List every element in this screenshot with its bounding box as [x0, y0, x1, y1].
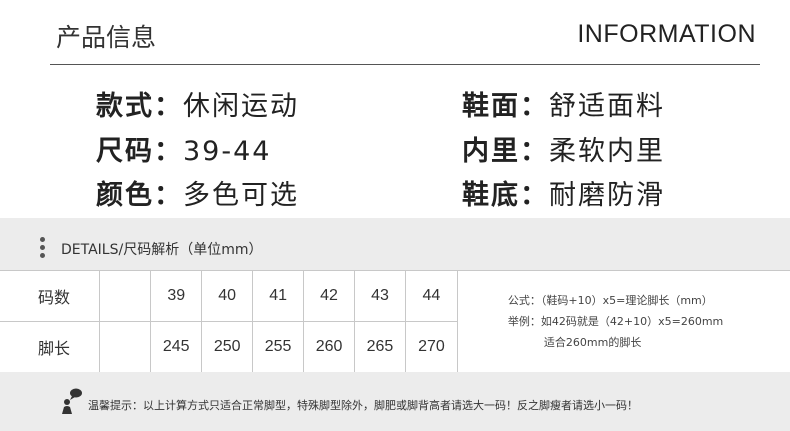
person-speech-icon: [62, 388, 82, 414]
size-cell: 44: [404, 270, 458, 322]
formula-note: 公式：（鞋码+10）x5=理论脚长（mm） 举例：如42码就是（42+10）x5…: [456, 270, 790, 373]
length-cell: 245: [150, 321, 203, 373]
page-title: 产品信息: [56, 23, 157, 52]
formula-text: 公式：（鞋码+10）x5=理论脚长（mm）: [507, 294, 713, 307]
length-cell: 255: [252, 321, 305, 373]
row-label: 脚长: [0, 321, 101, 373]
spec-upper: 鞋面：舒适面料: [462, 84, 665, 123]
length-cell: 260: [303, 321, 356, 373]
details-band: [0, 218, 790, 270]
spec-value: 休闲运动: [183, 91, 299, 122]
size-cell: 41: [252, 270, 305, 322]
spec-value: 柔软内里: [549, 136, 665, 167]
length-cell: 265: [354, 321, 406, 373]
vertical-dots-icon: [40, 237, 45, 261]
tip-band: [0, 372, 790, 431]
spec-label: 内里：: [462, 136, 549, 167]
size-cell: 43: [354, 270, 406, 322]
spec-color: 颜色：多色可选: [96, 173, 299, 212]
spec-style: 款式：休闲运动: [96, 84, 299, 123]
spec-label: 颜色：: [96, 180, 183, 211]
spec-label: 鞋底：: [462, 180, 549, 211]
size-cell: 39: [150, 270, 203, 322]
spec-lining: 内里：柔软内里: [462, 129, 665, 168]
spec-label: 款式：: [96, 91, 183, 122]
size-cell: 42: [303, 270, 356, 322]
example-text: 举例：如42码就是（42+10）x5=260mm: [507, 315, 724, 328]
divider: [50, 64, 760, 65]
length-cell: 270: [404, 321, 458, 373]
spec-label: 鞋面：: [462, 91, 549, 122]
spec-size: 尺码：39-44: [96, 129, 271, 168]
row-label: 码数: [0, 270, 101, 322]
spec-value: 耐磨防滑: [549, 180, 665, 211]
spec-value: 多色可选: [183, 180, 299, 211]
length-cell: 250: [201, 321, 254, 373]
page-title-en: INFORMATION: [577, 20, 756, 48]
details-heading: DETAILS/尺码解析（单位mm）: [61, 242, 263, 258]
size-table: 码数 39 40 41 42 43 44 公式：（鞋码+10）x5=理论脚长（m…: [0, 270, 790, 373]
spec-value: 39-44: [183, 136, 272, 167]
spec-value: 舒适面料: [549, 91, 665, 122]
tip-text: 温馨提示：以上计算方式只适合正常脚型，特殊脚型除外，脚肥或脚背高者请选大一码！反…: [88, 399, 638, 412]
size-cell: 40: [201, 270, 254, 322]
example-text-2: 适合260mm的脚长: [543, 336, 642, 349]
table-row: 码数 39 40 41 42 43 44 公式：（鞋码+10）x5=理论脚长（m…: [0, 270, 790, 373]
spec-label: 尺码：: [96, 136, 183, 167]
table-row: 脚长 245 250 255 260 265 270: [0, 321, 790, 373]
spec-sole: 鞋底：耐磨防滑: [462, 173, 665, 212]
